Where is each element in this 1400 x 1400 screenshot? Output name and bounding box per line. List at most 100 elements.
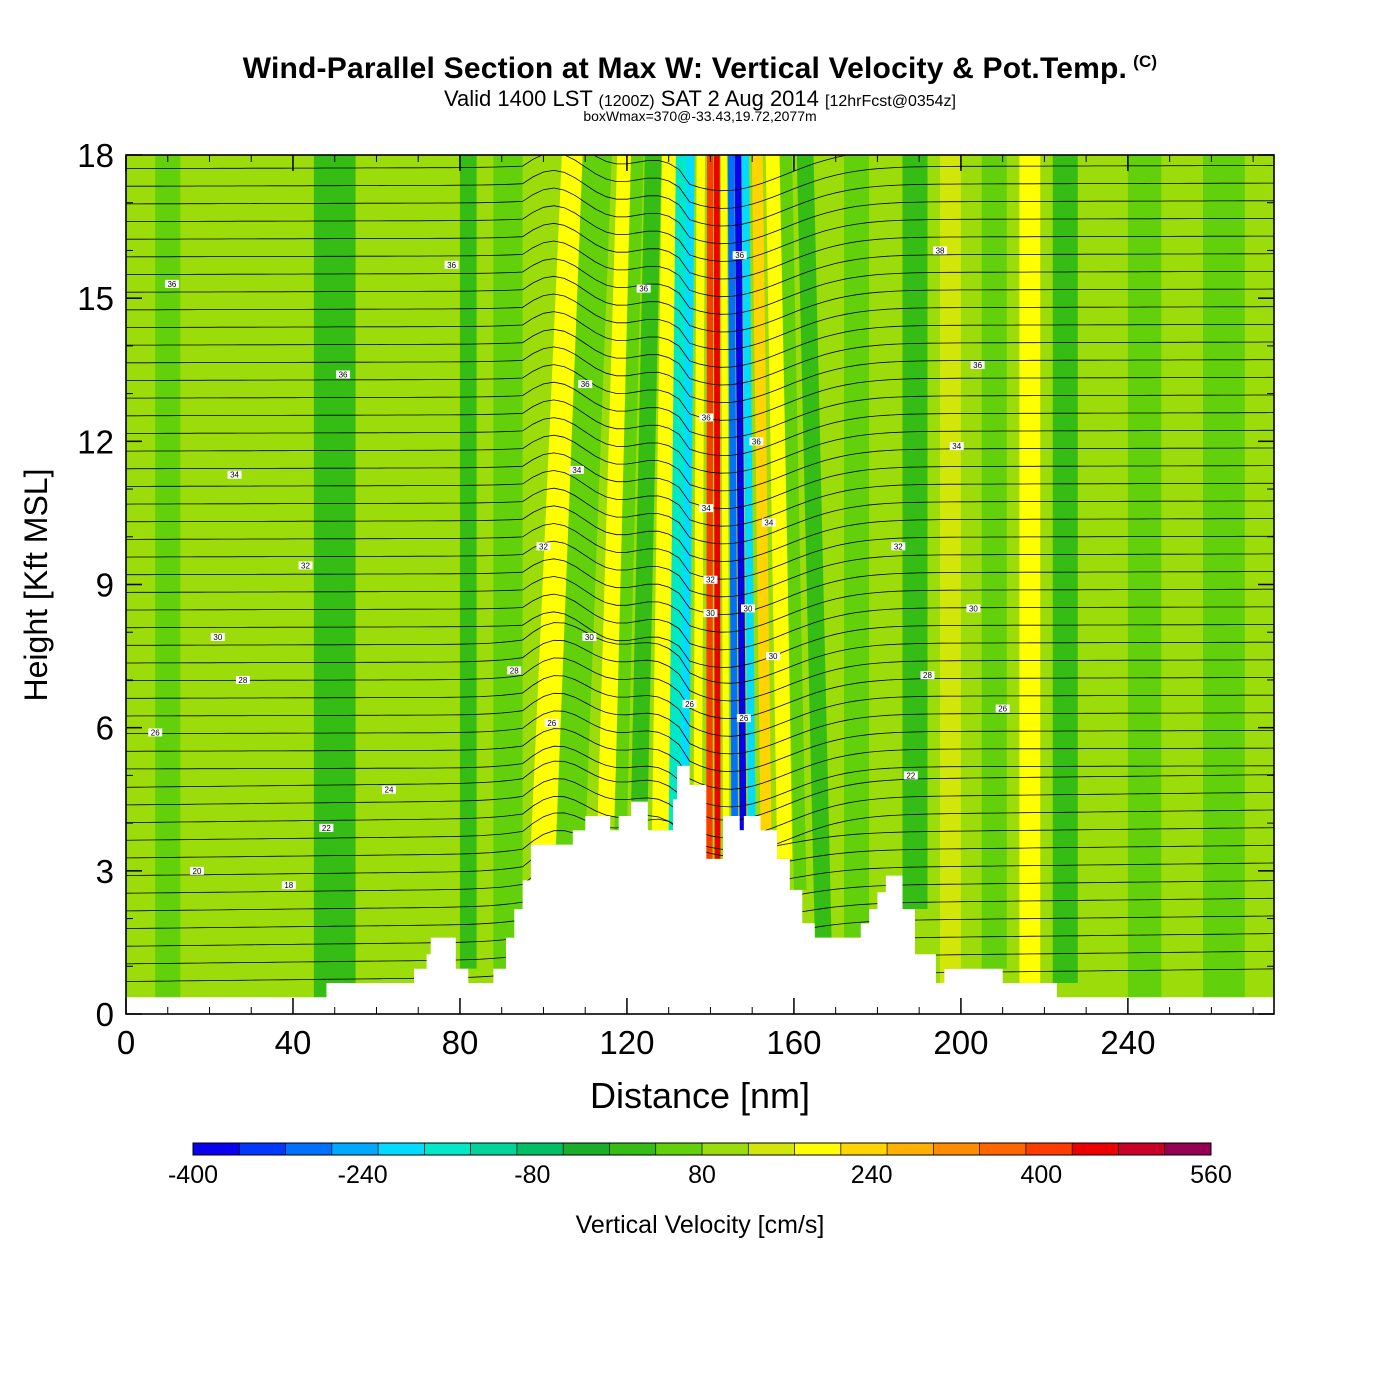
isentrope-label-bg bbox=[298, 561, 313, 570]
isentrope-label: 36 bbox=[578, 380, 593, 389]
subtitle-utc: (1200Z) bbox=[598, 93, 655, 110]
isentrope-label-bg bbox=[699, 504, 714, 513]
isentrope-label: 36 bbox=[970, 360, 985, 370]
colorbar-swatch bbox=[239, 1143, 286, 1155]
isentrope-label-text: 36 bbox=[581, 380, 590, 389]
isentrope-line bbox=[126, 417, 1274, 474]
isentrope-label: 32 bbox=[703, 575, 718, 585]
w-band bbox=[902, 155, 928, 910]
isentrope-label: 28 bbox=[235, 675, 250, 685]
isentrope-label-text: 34 bbox=[230, 471, 239, 480]
isentrope-line bbox=[126, 275, 1274, 333]
isentrope-line bbox=[126, 328, 1274, 386]
isentrope-label-bg bbox=[703, 575, 718, 584]
isentrope-label-text: 26 bbox=[151, 728, 160, 737]
isentrope-line bbox=[126, 293, 1274, 351]
isentrope-label: 36 bbox=[749, 437, 764, 446]
colorbar-tick-label: 400 bbox=[1020, 1161, 1062, 1189]
colorbar-swatch bbox=[1072, 1143, 1119, 1155]
isentrope-line bbox=[126, 155, 1274, 192]
isentrope-label-text: 34 bbox=[702, 504, 711, 513]
isentrope-label-bg bbox=[319, 823, 334, 832]
isentrope-label: 30 bbox=[210, 632, 225, 642]
isentrope-label-text: 22 bbox=[906, 771, 915, 780]
isentrope-line bbox=[126, 540, 1274, 598]
isentrope-label-bg bbox=[381, 785, 396, 794]
isentrope-label-bg bbox=[281, 881, 296, 890]
w-band bbox=[1052, 155, 1078, 983]
isentrope-label-bg bbox=[736, 714, 751, 723]
isentrope-label: 34 bbox=[699, 504, 714, 513]
isentrope-line bbox=[126, 399, 1274, 457]
isentrope-label-bg bbox=[933, 246, 948, 255]
isentrope-label-bg bbox=[891, 542, 906, 551]
w-band bbox=[940, 155, 961, 983]
isentrope-label-bg bbox=[970, 360, 985, 369]
isentrope-line bbox=[126, 639, 1274, 702]
isentrope-label-bg bbox=[444, 260, 459, 269]
isentrope-label-bg bbox=[741, 604, 756, 613]
isentrope-label-text: 32 bbox=[539, 542, 548, 551]
isentrope-label-text: 34 bbox=[572, 466, 581, 475]
w-band bbox=[779, 155, 807, 890]
isentrope-line bbox=[126, 505, 1274, 562]
isentrope-line bbox=[126, 675, 1274, 737]
colorbar-swatch bbox=[933, 1143, 981, 1155]
x-tick-label: 160 bbox=[766, 1024, 821, 1061]
subtitle-forecast: [12hrFcst@0354z] bbox=[825, 93, 956, 110]
isentrope-label: 26 bbox=[995, 704, 1010, 714]
x-tick-label: 40 bbox=[275, 1024, 312, 1061]
w-band bbox=[751, 155, 772, 831]
isentrope-label: 36 bbox=[164, 279, 179, 289]
isentrope-label-text: 20 bbox=[193, 867, 202, 876]
isentrope-label: 30 bbox=[741, 604, 756, 613]
isentrope-label-bg bbox=[682, 699, 697, 708]
isentrope-label-bg bbox=[920, 671, 935, 680]
x-tick-label: 200 bbox=[933, 1024, 988, 1061]
isentrope-label-bg bbox=[636, 284, 651, 293]
isentrope-label: 22 bbox=[903, 771, 918, 780]
isentrope-label-bg bbox=[703, 609, 718, 618]
isentrope-label-bg bbox=[227, 470, 242, 479]
isentrope-line bbox=[126, 222, 1274, 280]
x-axis-label: Distance [nm] bbox=[590, 1075, 810, 1116]
w-band bbox=[597, 155, 634, 816]
w-band bbox=[459, 155, 477, 969]
isentrope-label: 26 bbox=[544, 718, 559, 728]
y-axis-label: Height [Kft MSL] bbox=[18, 469, 54, 702]
w-band bbox=[981, 155, 1007, 969]
isentrope-label-text: 18 bbox=[284, 881, 293, 890]
isentrope-line bbox=[126, 611, 1274, 668]
isentrope-line bbox=[126, 240, 1274, 298]
isentrope-label-text: 36 bbox=[702, 413, 711, 422]
isentrope-line bbox=[126, 205, 1274, 262]
isentrope-label: 30 bbox=[703, 609, 718, 618]
isentrope-label-text: 36 bbox=[735, 251, 744, 260]
w-band bbox=[727, 155, 738, 816]
colorbar-swatch bbox=[979, 1143, 1027, 1155]
colorbar-swatch bbox=[193, 1143, 240, 1155]
colorbar-swatch bbox=[285, 1143, 333, 1155]
w-band bbox=[555, 155, 612, 845]
isentrope-label: 36 bbox=[336, 370, 351, 380]
isentrope-label: 32 bbox=[298, 561, 313, 570]
chart-subtitle-2: boxWmax=370@-33.43,19.72,2077m bbox=[583, 108, 817, 124]
w-band bbox=[734, 155, 747, 831]
y-tick-label: 9 bbox=[96, 567, 114, 604]
colorbar-swatch bbox=[516, 1143, 564, 1155]
isentrope-line bbox=[126, 558, 1274, 615]
isentrope-label-bg bbox=[966, 604, 981, 613]
isentrope-label: 22 bbox=[319, 823, 334, 833]
isentrope-label-text: 32 bbox=[894, 542, 903, 551]
colorbar-swatch bbox=[424, 1143, 472, 1155]
isentrope-line bbox=[126, 487, 1274, 545]
colorbar-swatch bbox=[331, 1143, 379, 1155]
isentrope-label-text: 22 bbox=[322, 824, 331, 833]
isentrope-line bbox=[126, 381, 1274, 439]
isentrope-label-text: 36 bbox=[447, 261, 456, 270]
colorbar-swatch bbox=[1025, 1143, 1073, 1155]
isentrope-label-bg bbox=[903, 771, 918, 780]
isentrope-label-bg bbox=[189, 866, 204, 875]
isentrope-label-bg bbox=[544, 718, 559, 727]
